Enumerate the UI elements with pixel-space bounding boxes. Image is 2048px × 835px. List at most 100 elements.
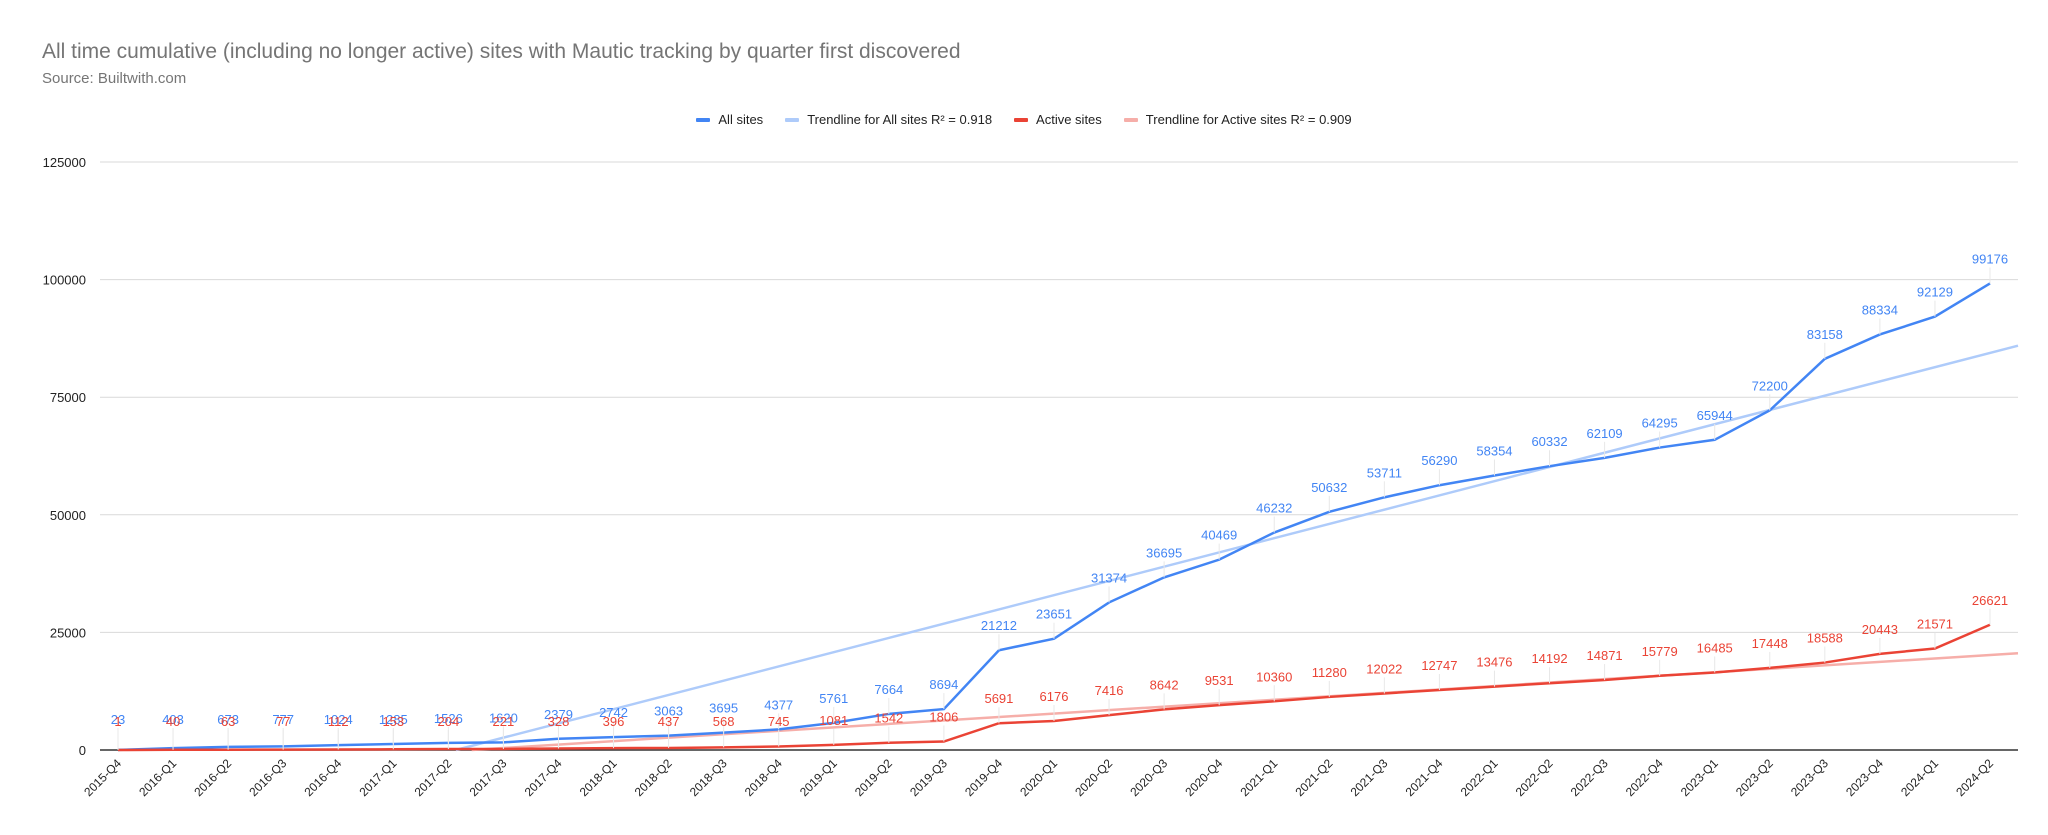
- data-label: 21212: [981, 618, 1017, 633]
- data-label: 36695: [1146, 545, 1182, 560]
- x-tick-label: 2019-Q2: [852, 756, 895, 799]
- data-label: 1620: [489, 710, 518, 725]
- x-tick-label: 2024-Q2: [1953, 756, 1996, 799]
- legend-swatch-icon: [785, 117, 800, 122]
- legend-item-all-sites[interactable]: All sites: [696, 112, 763, 127]
- data-label: 777: [272, 712, 294, 727]
- data-label: 11280: [1312, 665, 1347, 680]
- data-label: 72200: [1752, 378, 1788, 393]
- data-label: 1285: [379, 712, 408, 727]
- chart-title: All time cumulative (including no longer…: [42, 40, 961, 63]
- data-label: 16485: [1697, 640, 1733, 655]
- x-tick-label: 2022-Q3: [1568, 756, 1611, 799]
- x-tick-label: 2023-Q3: [1788, 756, 1831, 799]
- data-label: 204: [438, 714, 460, 729]
- trendline: [455, 344, 2019, 752]
- data-label: 1081: [819, 713, 848, 728]
- y-tick-label: 75000: [50, 390, 86, 405]
- data-label: 62109: [1587, 426, 1623, 441]
- legend-item-trend-active[interactable]: Trendline for Active sites R² = 0.909: [1123, 112, 1352, 127]
- data-label: 3063: [654, 704, 683, 719]
- x-tick-label: 2018-Q3: [687, 756, 730, 799]
- data-label: 9531: [1205, 673, 1234, 688]
- data-label: 3695: [709, 701, 738, 716]
- x-tick-label: 2021-Q3: [1348, 756, 1391, 799]
- legend-label: Trendline for Active sites R² = 0.909: [1145, 112, 1352, 127]
- data-label: 8642: [1150, 677, 1179, 692]
- x-tick-label: 2019-Q4: [962, 756, 1005, 799]
- data-label: 18588: [1807, 631, 1843, 646]
- data-label: 50632: [1311, 480, 1347, 495]
- data-label: 328: [548, 714, 570, 729]
- data-label: 1526: [434, 711, 463, 726]
- x-tick-label: 2020-Q3: [1127, 756, 1170, 799]
- x-tick-label: 2018-Q4: [742, 756, 785, 799]
- data-label: 56290: [1421, 453, 1457, 468]
- x-tick-label: 2023-Q2: [1733, 756, 1776, 799]
- data-label: 40: [166, 714, 180, 729]
- data-label: 673: [217, 712, 239, 727]
- y-tick-label: 0: [79, 743, 86, 758]
- x-tick-label: 2022-Q2: [1513, 756, 1556, 799]
- x-tick-label: 2018-Q1: [577, 756, 620, 799]
- data-label: 4377: [764, 697, 793, 712]
- legend-item-active-sites[interactable]: Active sites: [1014, 112, 1102, 127]
- trendline: [471, 651, 2019, 752]
- data-label: 64295: [1642, 416, 1678, 431]
- data-label: 6176: [1040, 689, 1069, 704]
- legend-label: All sites: [718, 112, 764, 127]
- data-label: 20443: [1862, 622, 1898, 637]
- x-tick-label: 2016-Q3: [246, 756, 289, 799]
- x-tick-label: 2020-Q1: [1017, 756, 1060, 799]
- data-label: 112: [328, 714, 349, 729]
- x-tick-label: 2021-Q4: [1403, 756, 1446, 799]
- y-tick-label: 100000: [43, 273, 86, 288]
- data-label: 1542: [874, 711, 903, 726]
- data-label: 17448: [1752, 636, 1788, 651]
- data-label: 77: [276, 714, 290, 729]
- legend-swatch-icon: [1014, 117, 1029, 122]
- data-label: 26621: [1972, 593, 2008, 608]
- data-label: 83158: [1807, 327, 1843, 342]
- x-tick-label: 2024-Q1: [1898, 756, 1941, 799]
- data-label: 1024: [324, 712, 353, 727]
- series-line[interactable]: [117, 282, 1991, 752]
- data-label: 21571: [1917, 617, 1953, 632]
- x-tick-label: 2015-Q4: [81, 756, 124, 799]
- data-label: 63: [221, 714, 235, 729]
- legend-label: Active sites: [1036, 112, 1102, 127]
- data-label: 568: [713, 714, 735, 729]
- chart-subtitle: Source: Builtwith.com: [42, 70, 187, 87]
- data-label: 221: [493, 714, 515, 729]
- data-label: 2379: [544, 707, 573, 722]
- x-tick-label: 2017-Q1: [356, 756, 399, 799]
- data-label: 12022: [1366, 661, 1402, 676]
- data-label: 8694: [929, 677, 958, 692]
- data-label: 60332: [1531, 434, 1567, 449]
- data-label: 2742: [599, 705, 628, 720]
- data-label: 58354: [1476, 444, 1512, 459]
- legend-item-trend-all[interactable]: Trendline for All sites R² = 0.918: [785, 112, 992, 127]
- data-label: 403: [162, 712, 184, 727]
- x-tick-label: 2021-Q1: [1237, 756, 1280, 799]
- x-tick-label: 2018-Q2: [632, 756, 675, 799]
- data-label: 10360: [1256, 669, 1292, 684]
- data-label: 23: [111, 712, 125, 727]
- data-label: 31374: [1091, 570, 1127, 585]
- data-label: 46232: [1256, 501, 1292, 516]
- data-label: 7664: [874, 682, 903, 697]
- x-tick-label: 2023-Q4: [1843, 756, 1886, 799]
- data-label: 12747: [1421, 658, 1457, 673]
- x-tick-label: 2017-Q2: [412, 756, 455, 799]
- data-label: 40469: [1201, 528, 1237, 543]
- data-label: 5761: [819, 691, 848, 706]
- data-label: 65944: [1697, 408, 1733, 423]
- x-tick-label: 2020-Q4: [1182, 756, 1225, 799]
- data-label: 88334: [1862, 302, 1898, 317]
- data-label: 14192: [1531, 651, 1567, 666]
- data-label: 1806: [929, 710, 958, 725]
- x-tick-label: 2022-Q4: [1623, 756, 1666, 799]
- y-tick-label: 50000: [50, 508, 86, 523]
- legend-swatch-icon: [1123, 117, 1138, 122]
